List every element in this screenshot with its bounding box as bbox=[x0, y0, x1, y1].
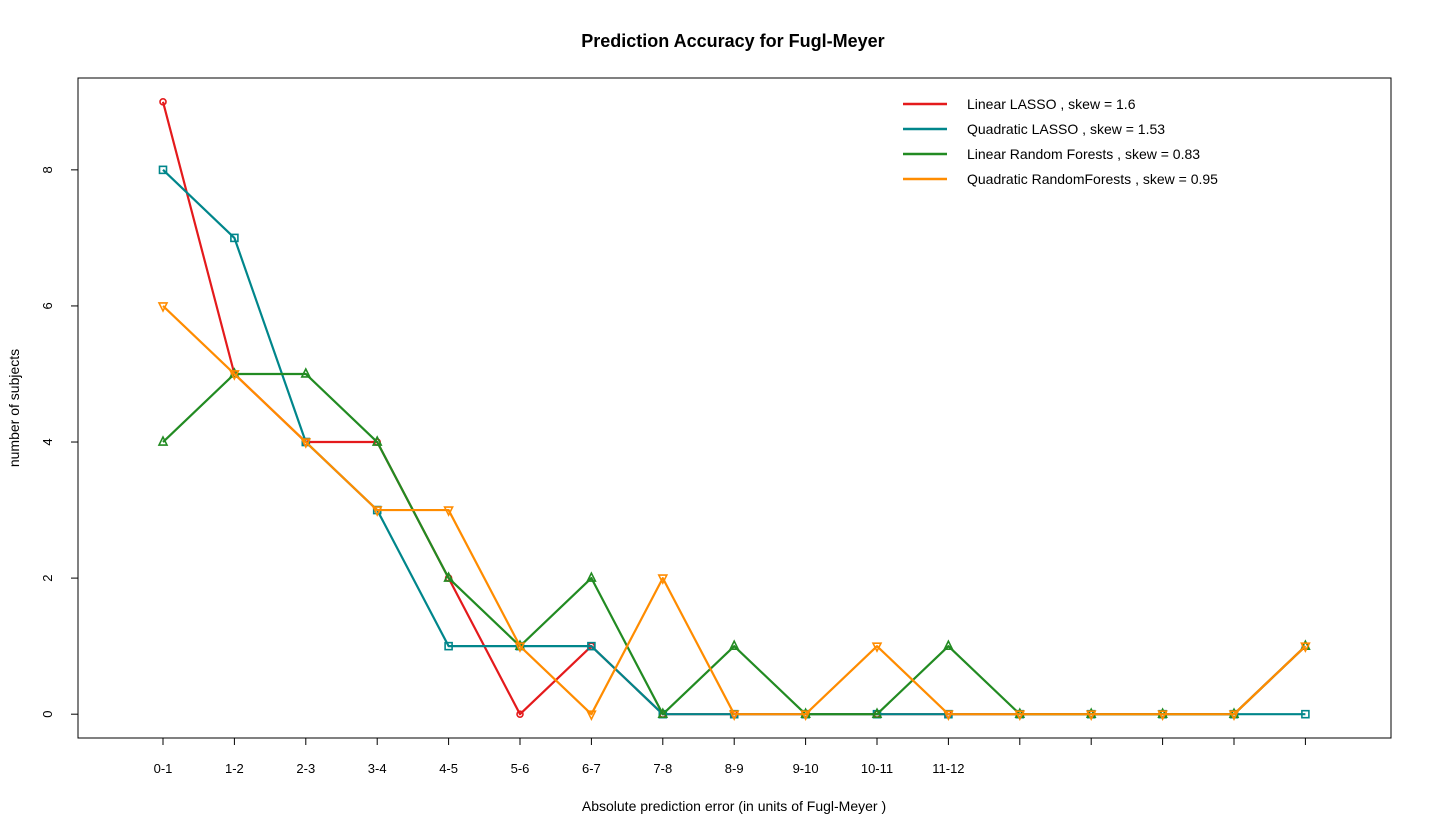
legend: Linear LASSO , skew = 1.6 Quadratic LASSO… bbox=[903, 96, 1218, 187]
y-tick-label: 0 bbox=[40, 711, 55, 718]
x-tick-label: 2-3 bbox=[296, 761, 315, 776]
data-point bbox=[443, 506, 454, 517]
data-point bbox=[444, 641, 453, 651]
data-point bbox=[158, 165, 168, 175]
series-line bbox=[162, 305, 1307, 716]
series-1 bbox=[159, 98, 1310, 718]
data-point bbox=[371, 506, 383, 517]
y-axis: 0 2 4 6 8 bbox=[40, 166, 79, 718]
data-point bbox=[516, 710, 524, 718]
data-point bbox=[159, 98, 167, 106]
data-point bbox=[871, 642, 883, 653]
x-tick-label: 3-4 bbox=[368, 761, 387, 776]
series-3 bbox=[157, 367, 1311, 718]
data-point bbox=[728, 639, 740, 650]
x-tick-label: 6-7 bbox=[582, 761, 601, 776]
x-tick-label: 0-1 bbox=[154, 761, 173, 776]
data-point bbox=[1085, 710, 1097, 721]
data-point bbox=[943, 639, 954, 650]
data-point bbox=[587, 641, 596, 651]
data-point bbox=[1014, 710, 1026, 721]
data-point bbox=[157, 435, 169, 446]
data-point bbox=[300, 367, 312, 378]
series-layer bbox=[157, 98, 1311, 721]
data-point bbox=[371, 435, 383, 446]
x-axis-label: Absolute prediction error (in units of F… bbox=[582, 798, 886, 814]
y-tick-label: 2 bbox=[40, 574, 55, 581]
data-point bbox=[728, 710, 740, 721]
data-point bbox=[943, 710, 954, 721]
data-point bbox=[1300, 639, 1311, 650]
x-tick-label: 4-5 bbox=[439, 761, 458, 776]
x-tick-label: 8-9 bbox=[725, 761, 744, 776]
x-tick-label: 9-10 bbox=[793, 761, 819, 776]
series-line bbox=[161, 101, 1307, 716]
data-point bbox=[157, 302, 169, 313]
data-point bbox=[300, 438, 312, 449]
x-tick-label: 10-11 bbox=[861, 761, 893, 776]
chart-title: Prediction Accuracy for Fugl-Meyer bbox=[581, 31, 884, 51]
legend-label: Linear Random Forests , skew = 0.83 bbox=[967, 146, 1200, 162]
data-point bbox=[657, 707, 669, 718]
data-point bbox=[1228, 710, 1240, 721]
data-point bbox=[443, 571, 454, 582]
data-point bbox=[1300, 642, 1311, 653]
x-axis: 0-1 1-2 2-3 3-4 4-5 5-6 6-7 7-8 8-9 9-10 10-11 11-1… bbox=[154, 737, 1306, 776]
legend-label: Quadratic LASSO , skew = 1.53 bbox=[967, 121, 1165, 137]
data-point bbox=[586, 710, 597, 721]
data-point bbox=[514, 642, 526, 653]
x-tick-label: 7-8 bbox=[653, 761, 672, 776]
y-tick-label: 6 bbox=[40, 302, 55, 309]
data-point bbox=[230, 233, 239, 243]
data-point bbox=[514, 639, 526, 650]
y-tick-label: 4 bbox=[40, 438, 55, 445]
series-4 bbox=[157, 302, 1311, 721]
y-tick-label: 8 bbox=[40, 166, 55, 173]
x-tick-label: 5-6 bbox=[511, 761, 530, 776]
x-tick-label: 1-2 bbox=[225, 761, 244, 776]
data-point bbox=[229, 370, 240, 381]
data-point bbox=[871, 707, 883, 718]
data-point bbox=[657, 574, 669, 585]
legend-label: Quadratic RandomForests , skew = 0.95 bbox=[967, 171, 1218, 187]
data-point bbox=[800, 710, 811, 721]
y-axis-label: number of subjects bbox=[6, 349, 22, 467]
data-point bbox=[1157, 710, 1168, 721]
series-line bbox=[162, 372, 1307, 716]
data-point bbox=[1301, 709, 1310, 719]
x-tick-label: 11-12 bbox=[932, 761, 964, 776]
legend-label: Linear LASSO , skew = 1.6 bbox=[967, 96, 1136, 112]
data-point bbox=[586, 571, 597, 582]
